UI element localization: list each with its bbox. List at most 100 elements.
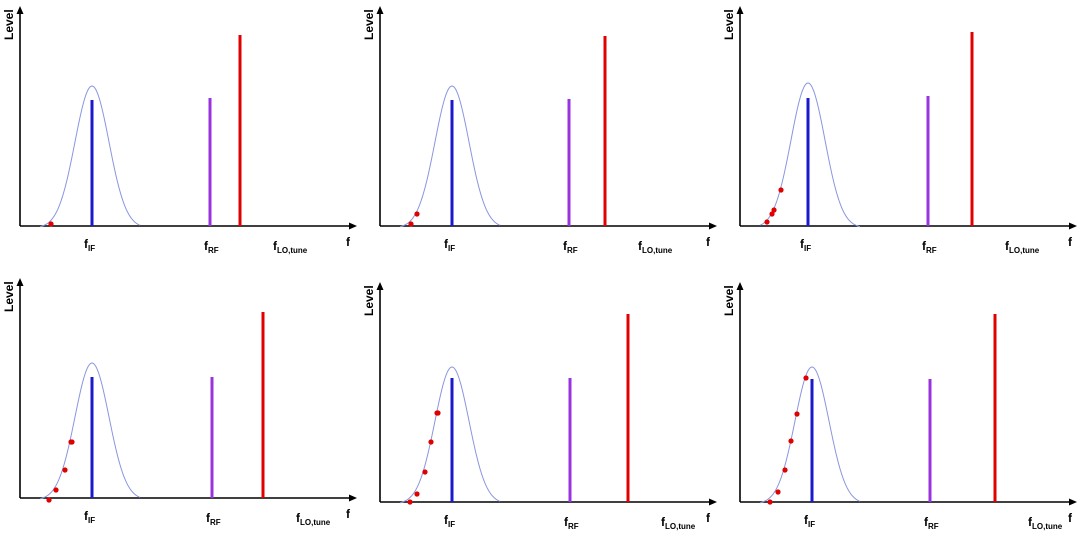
label-f-rf-main: f bbox=[922, 239, 926, 253]
label-f-if: fIF bbox=[84, 236, 96, 253]
spectrum-panel: Level f fIF fRF fLO,tune bbox=[360, 0, 720, 266]
label-f-if: fIF bbox=[800, 236, 812, 253]
label-f-rf-main: f bbox=[563, 239, 567, 253]
label-f-if-main: f bbox=[84, 237, 88, 251]
label-f-rf: fRF bbox=[204, 238, 219, 255]
label-f-lo-main: f bbox=[638, 239, 642, 253]
if-filter-curve bbox=[759, 366, 861, 504]
x-axis-arrow bbox=[1069, 222, 1077, 230]
x-axis-label: f bbox=[346, 507, 350, 521]
spectrum-panel: Level f fIF fRF fLO,tune bbox=[360, 276, 720, 542]
if-filter-curve bbox=[39, 362, 141, 500]
label-f-rf: fRF bbox=[206, 510, 221, 527]
label-f-lo-main: f bbox=[1005, 239, 1009, 253]
y-axis-arrow bbox=[736, 6, 744, 14]
measurement-dot bbox=[771, 207, 777, 213]
y-axis-arrow bbox=[376, 282, 384, 290]
label-f-rf: fRF bbox=[922, 238, 937, 255]
label-f-lo-main: f bbox=[661, 515, 665, 529]
x-axis-arrow bbox=[349, 494, 357, 502]
label-f-rf: fRF bbox=[563, 238, 578, 255]
x-axis-label: f bbox=[1068, 511, 1072, 525]
measurement-dot bbox=[53, 487, 59, 493]
spectrum-plot bbox=[376, 6, 717, 230]
label-f-rf-main: f bbox=[206, 511, 210, 525]
label-f-if-subscript: IF bbox=[804, 244, 812, 253]
measurement-dot bbox=[408, 221, 414, 227]
x-axis-arrow bbox=[709, 222, 717, 230]
measurement-dot bbox=[414, 491, 420, 497]
label-f-lo-subscript: LO,tune bbox=[1032, 522, 1063, 531]
label-f-lo-subscript: LO,tune bbox=[642, 246, 673, 255]
label-f-rf-subscript: RF bbox=[928, 522, 939, 531]
measurement-dot bbox=[414, 211, 420, 217]
if-filter-curve bbox=[399, 366, 501, 504]
measurement-dot bbox=[778, 187, 784, 193]
label-f-if-subscript: IF bbox=[448, 520, 456, 529]
y-axis-label: Level bbox=[722, 9, 736, 40]
y-axis-label: Level bbox=[362, 9, 376, 40]
label-f-if-main: f bbox=[444, 513, 448, 527]
label-f-lo-subscript: LO,tune bbox=[277, 246, 308, 255]
label-f-lo: fLO,tune bbox=[638, 238, 673, 255]
measurement-dot bbox=[803, 375, 809, 381]
label-f-rf-subscript: RF bbox=[568, 522, 579, 531]
x-axis-arrow bbox=[1069, 498, 1077, 506]
x-axis-label: f bbox=[706, 511, 710, 525]
measurement-dot bbox=[764, 219, 770, 225]
measurement-dot bbox=[46, 497, 52, 503]
label-f-if-subscript: IF bbox=[88, 516, 96, 525]
y-axis-arrow bbox=[16, 278, 24, 286]
label-f-if-subscript: IF bbox=[808, 520, 816, 529]
measurement-dot bbox=[407, 499, 413, 505]
label-f-lo-main: f bbox=[1028, 515, 1032, 529]
measurement-dot bbox=[435, 410, 441, 416]
spectrum-panel: Level f fIF fRF fLO,tune bbox=[720, 0, 1080, 266]
label-f-lo: fLO,tune bbox=[1005, 238, 1040, 255]
label-f-if-subscript: IF bbox=[88, 244, 96, 253]
measurement-dot bbox=[788, 438, 794, 444]
measurement-dot bbox=[769, 211, 775, 217]
label-f-if-subscript: IF bbox=[448, 244, 456, 253]
spectrum-panel: Level f fIF fRF fLO,tune bbox=[720, 276, 1080, 542]
measurement-dot bbox=[62, 467, 68, 473]
label-f-rf-subscript: RF bbox=[210, 518, 221, 527]
label-f-rf-subscript: RF bbox=[926, 246, 937, 255]
y-axis-arrow bbox=[736, 282, 744, 290]
label-f-lo-subscript: LO,tune bbox=[665, 522, 696, 531]
spectrum-plot bbox=[376, 282, 717, 506]
x-axis-arrow bbox=[709, 498, 717, 506]
label-f-lo: fLO,tune bbox=[1028, 514, 1063, 531]
if-filter-curve bbox=[759, 82, 861, 228]
spectrum-panel: Level f fIF fRF fLO,tune bbox=[0, 0, 360, 266]
label-f-rf-main: f bbox=[924, 515, 928, 529]
spectrum-plot bbox=[16, 278, 357, 503]
label-f-lo-main: f bbox=[273, 239, 277, 253]
spectrum-panel: Level f fIF fRF fLO,tune bbox=[0, 272, 360, 538]
if-filter-curve bbox=[399, 85, 501, 228]
x-axis-label: f bbox=[346, 235, 350, 249]
y-axis-label: Level bbox=[722, 285, 736, 316]
label-f-if-main: f bbox=[804, 513, 808, 527]
label-f-rf-main: f bbox=[204, 239, 208, 253]
label-f-lo: fLO,tune bbox=[273, 238, 308, 255]
measurement-dot bbox=[775, 489, 781, 495]
x-axis-label: f bbox=[706, 235, 710, 249]
label-f-rf-main: f bbox=[564, 515, 568, 529]
spectrum-plot bbox=[736, 282, 1077, 506]
measurement-dot bbox=[422, 469, 428, 475]
if-filter-curve bbox=[39, 85, 141, 228]
label-f-if: fIF bbox=[444, 236, 456, 253]
label-f-lo: fLO,tune bbox=[661, 514, 696, 531]
x-axis-arrow bbox=[349, 222, 357, 230]
y-axis-label: Level bbox=[2, 281, 16, 312]
y-axis-label: Level bbox=[2, 9, 16, 40]
label-f-if-main: f bbox=[444, 237, 448, 251]
label-f-lo-main: f bbox=[296, 511, 300, 525]
label-f-if-main: f bbox=[800, 237, 804, 251]
label-f-lo-subscript: LO,tune bbox=[1009, 246, 1040, 255]
measurement-dot bbox=[428, 439, 434, 445]
y-axis-arrow bbox=[376, 6, 384, 14]
measurement-dot bbox=[48, 221, 54, 227]
